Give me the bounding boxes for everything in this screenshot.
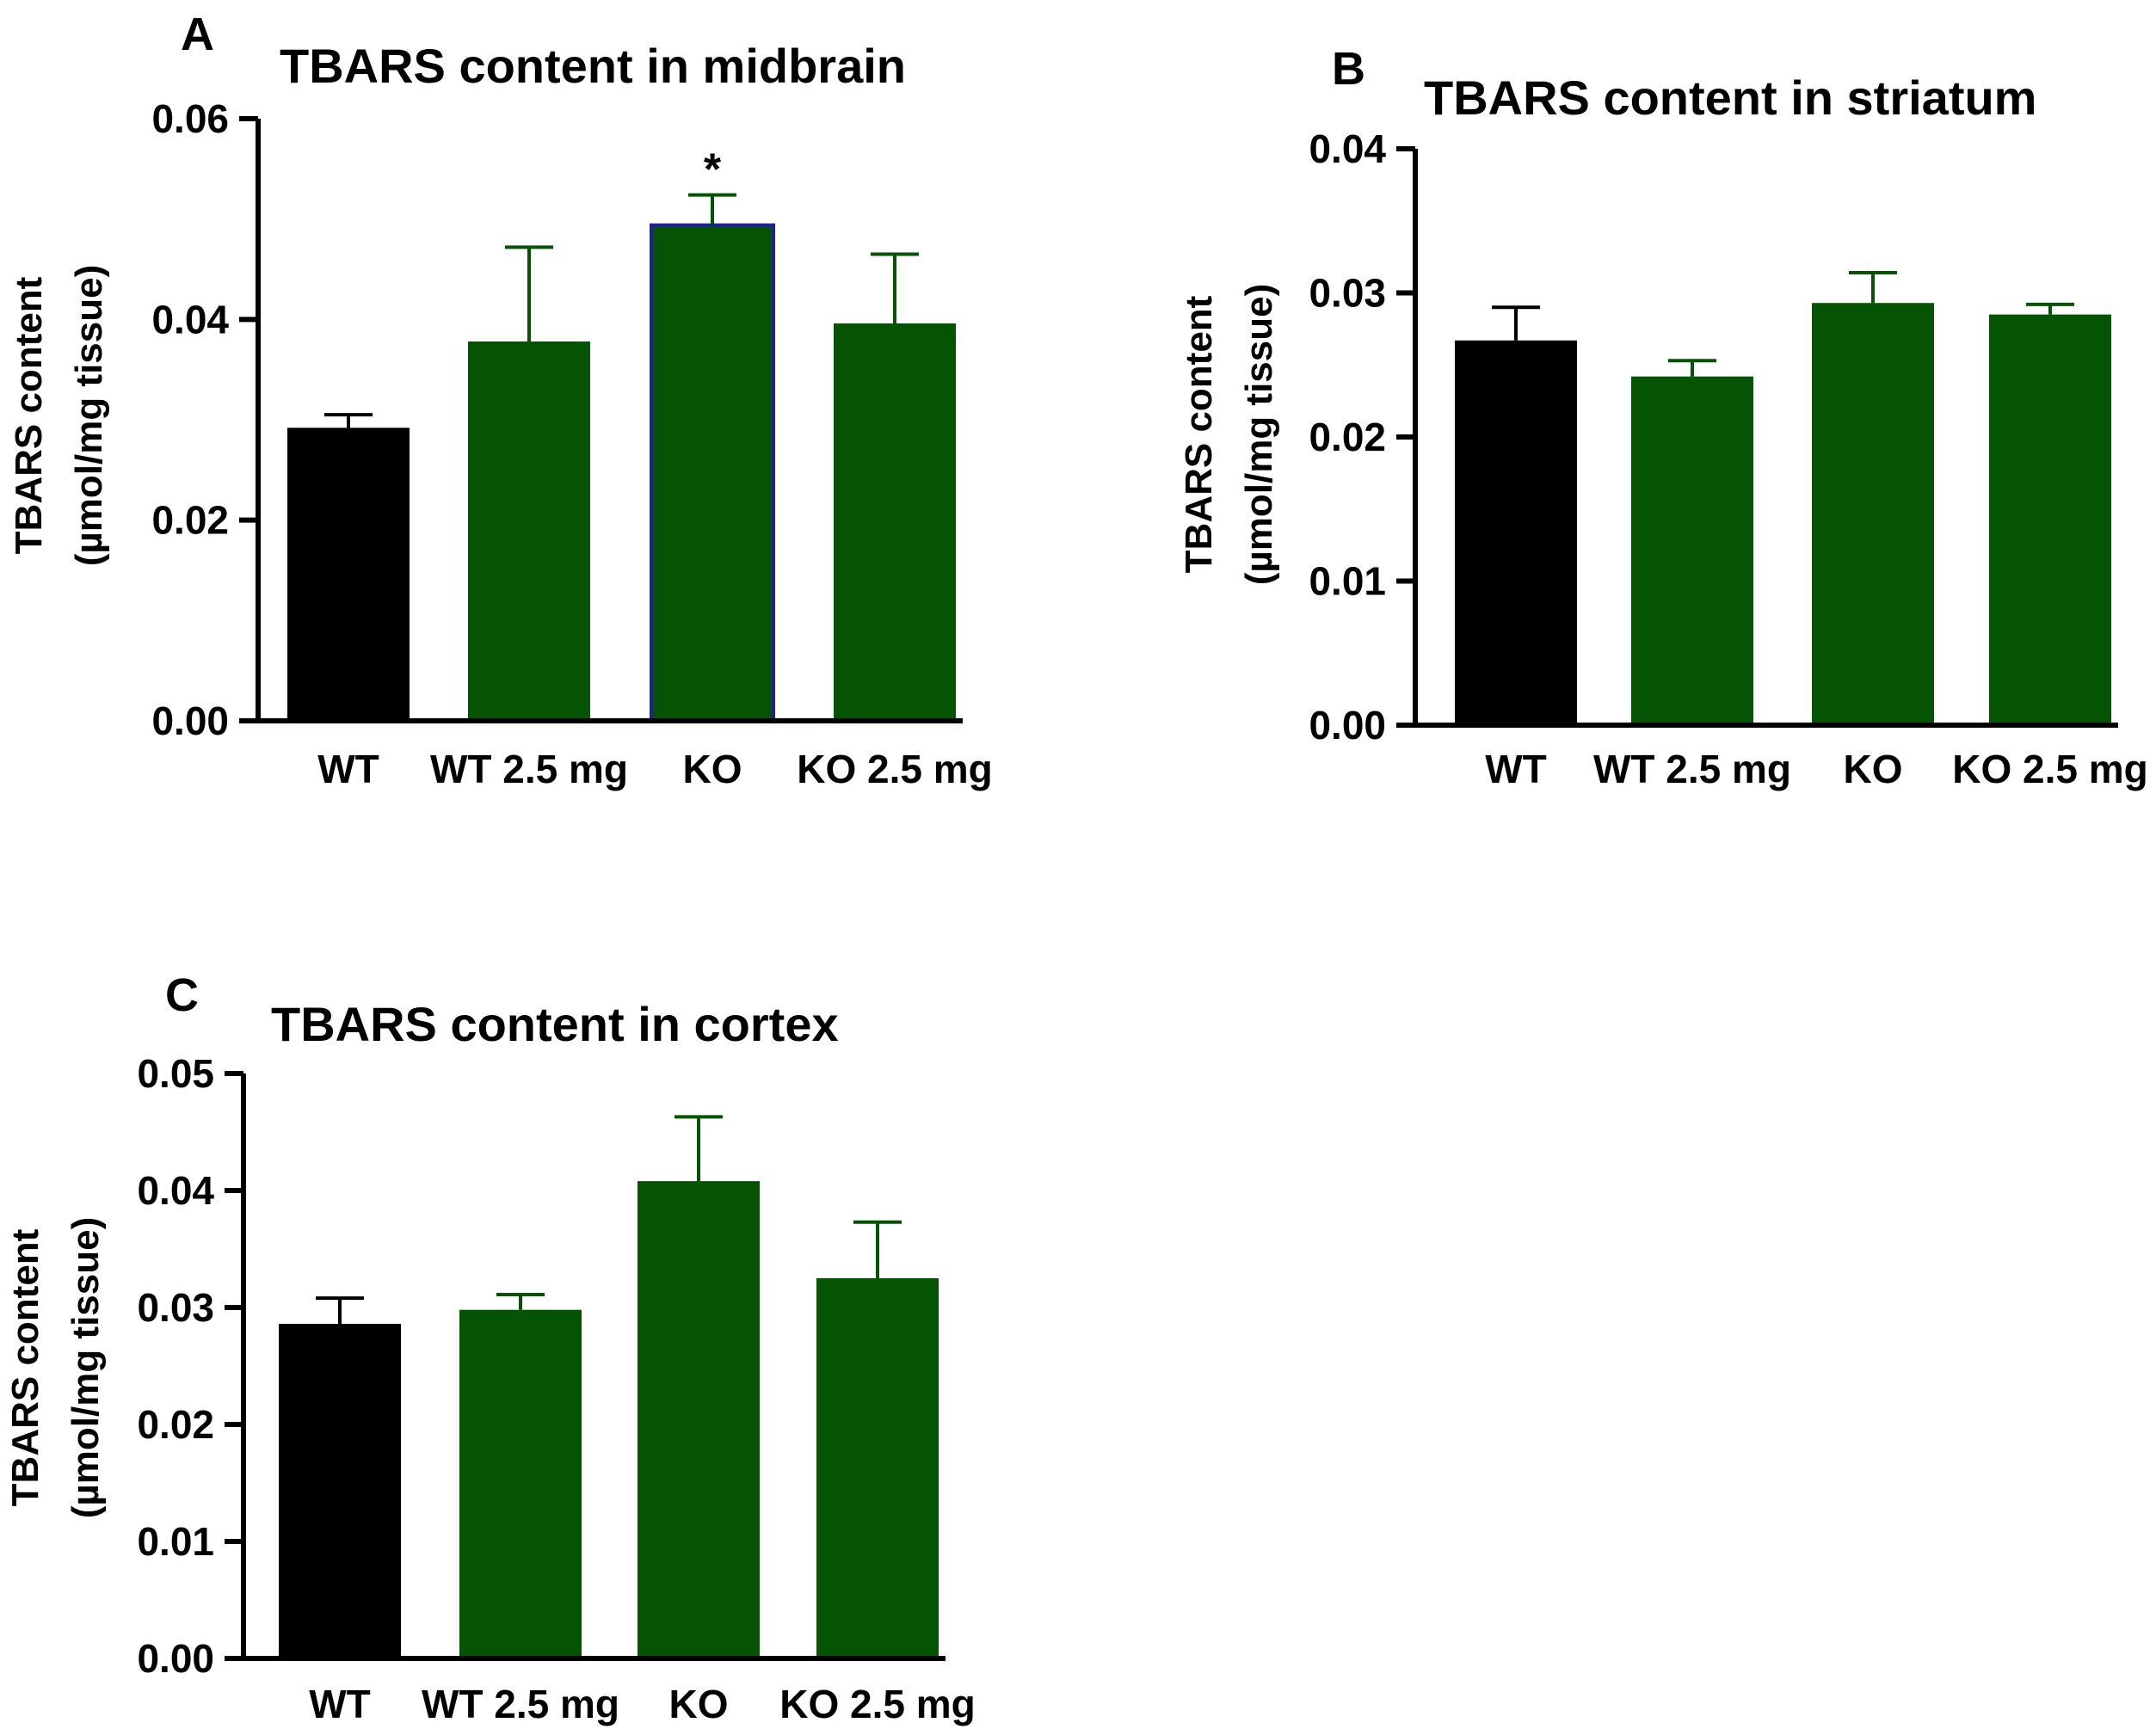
panel-c-y-tick-label-0: 0.00 (137, 1636, 214, 1681)
panel-a-plot: WT WT 2.5 mg * KO KO 2.5 mg 0.00 0.02 0.04 0.06 (151, 96, 992, 791)
panel-a: A TBARS content in midbrain TBARS conten… (8, 9, 993, 791)
panel-c-y-tick-label-3: 0.03 (137, 1285, 214, 1330)
panel-b-bar-1 (1631, 376, 1753, 725)
panel-a-bar-0 (287, 428, 410, 721)
panel-c-category-label-1: WT 2.5 mg (422, 1682, 619, 1726)
panel-b-ylabel-line2: (µmol/mg tissue) (1238, 284, 1280, 586)
panel-b-category-label-3: KO 2.5 mg (1952, 747, 2148, 791)
panel-b-plot: WT WT 2.5 mg KO KO 2.5 mg 0.00 0.01 0.02 0.03 0.… (1309, 126, 2147, 791)
panel-a-category-label-1: WT 2.5 mg (430, 747, 628, 791)
panel-b-y-tick-label-2: 0.02 (1309, 415, 1386, 459)
panel-b-y-tick-label-1: 0.01 (1309, 559, 1386, 604)
panel-a-ylabel-line2: (µmol/mg tissue) (68, 265, 110, 567)
panel-a-significance-marker: * (704, 145, 722, 195)
panel-b-y-tick-label-0: 0.00 (1309, 703, 1386, 748)
panel-b-category-label-2: KO (1844, 747, 1903, 791)
panel-c-category-label-3: KO 2.5 mg (779, 1682, 976, 1726)
panel-c-plot: WT WT 2.5 mg KO KO 2.5 mg 0.00 0.01 0.02 0.03 0.… (137, 1051, 975, 1726)
panel-c-y-tick-label-4: 0.04 (137, 1168, 214, 1213)
panel-b: B TBARS content in striatum TBARS conten… (1178, 43, 2148, 791)
panel-c-letter: C (165, 969, 199, 1021)
panel-a-letter: A (181, 9, 214, 60)
panel-a-bar-3 (834, 323, 956, 721)
panel-b-ylabel-line1: TBARS content (1178, 295, 1220, 573)
panel-a-category-label-3: KO 2.5 mg (797, 747, 993, 791)
panel-c-y-tick-label-2: 0.02 (137, 1402, 214, 1447)
panel-b-bar-2 (1812, 303, 1934, 725)
panel-a-bar-1 (468, 341, 590, 721)
panel-a-y-tick-label-2: 0.04 (151, 297, 229, 341)
panel-b-category-label-1: WT 2.5 mg (1593, 747, 1791, 791)
panel-a-bar-2 (650, 223, 775, 723)
panel-b-letter: B (1332, 43, 1365, 95)
panel-c-ylabel-line1: TBARS content (4, 1228, 46, 1506)
panel-c-title: TBARS content in cortex (271, 997, 839, 1051)
panel-c-y-tick-label-5: 0.05 (137, 1051, 214, 1096)
panel-b-category-label-0: WT (1485, 747, 1547, 791)
panel-b-title: TBARS content in striatum (1424, 71, 2036, 125)
panel-c-ylabel-line2: (µmol/mg tissue) (65, 1217, 107, 1519)
panel-c: C TBARS content in cortex TBARS content … (4, 969, 976, 1726)
panel-b-y-tick-label-4: 0.04 (1309, 126, 1386, 171)
panel-b-bar-3 (1989, 314, 2111, 725)
panel-a-title: TBARS content in midbrain (280, 39, 906, 93)
panel-b-y-tick-label-3: 0.03 (1309, 271, 1386, 316)
panel-a-y-tick-label-0: 0.00 (151, 698, 229, 743)
panel-c-bar-3 (816, 1278, 939, 1658)
panel-a-category-label-0: WT (317, 747, 379, 791)
panel-b-bar-0 (1455, 340, 1577, 725)
panel-c-category-label-0: WT (309, 1682, 371, 1726)
panel-c-category-label-2: KO (669, 1682, 729, 1726)
panel-a-category-label-2: KO (683, 747, 742, 791)
panel-a-ylabel-line1: TBARS content (8, 276, 50, 554)
panel-c-bar-2 (638, 1181, 760, 1658)
panel-a-y-tick-label-1: 0.02 (151, 498, 229, 543)
panel-c-bar-1 (459, 1309, 582, 1658)
panel-c-y-tick-label-1: 0.01 (137, 1519, 214, 1564)
panel-c-bar-0 (279, 1324, 401, 1658)
panel-a-y-tick-label-3: 0.06 (151, 96, 229, 141)
